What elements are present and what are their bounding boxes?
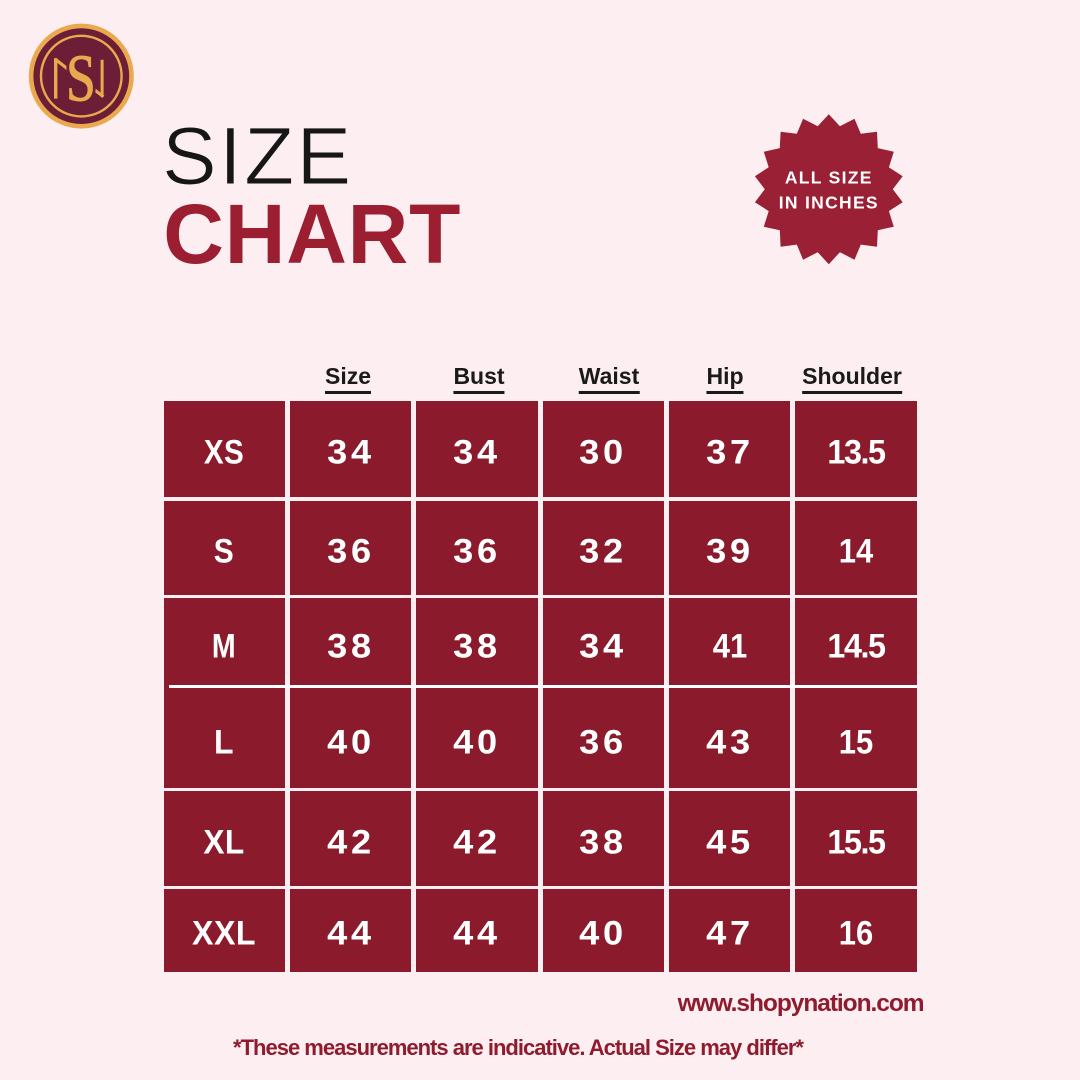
svg-text:IN INCHES: IN INCHES <box>779 192 879 212</box>
svg-text:S: S <box>66 42 96 116</box>
svg-text:ALL SIZE: ALL SIZE <box>785 168 873 188</box>
svg-text:S: S <box>66 42 96 116</box>
